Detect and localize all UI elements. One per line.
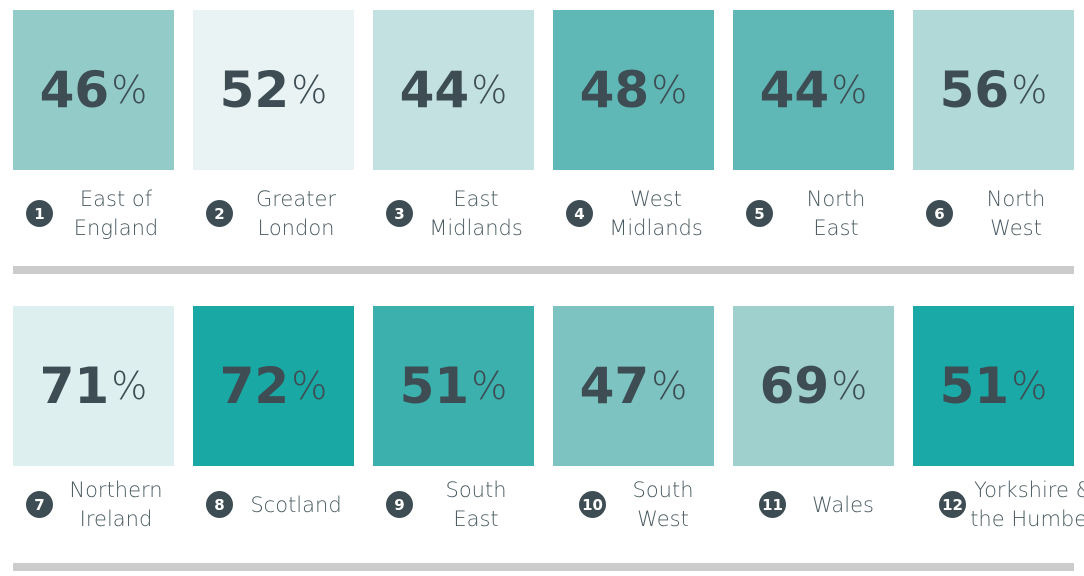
label-line: the Humber — [970, 507, 1084, 531]
percent-value: 51 — [939, 357, 1010, 415]
tile: 47% — [553, 306, 714, 466]
label-line: East of — [79, 187, 153, 211]
label-line: North — [806, 187, 866, 211]
tile: 69% — [733, 306, 894, 466]
percent-sign: % — [1011, 364, 1048, 408]
label-line: Northern — [69, 478, 163, 502]
percent-value: 56 — [939, 61, 1010, 119]
rank-badge: 4 — [566, 200, 593, 227]
region-label: East Midlands — [421, 185, 531, 243]
percent-value: 72 — [219, 357, 290, 415]
label-line: South — [445, 478, 507, 502]
percent-sign: % — [111, 364, 148, 408]
tile-row: 71% 7 Northern Ireland 72% 8 Scotland 51% 9 South… — [0, 306, 1084, 576]
region-label: West Midlands — [601, 185, 711, 243]
label-line: England — [73, 216, 159, 240]
tile: 51% — [913, 306, 1074, 466]
rank-badge: 11 — [759, 491, 786, 518]
rank-badge: 6 — [926, 200, 953, 227]
percent-value: 48 — [579, 61, 650, 119]
label-line: East — [453, 187, 499, 211]
tile: 71% — [13, 306, 174, 466]
rank-badge: 1 — [26, 200, 53, 227]
percent-value: 44 — [759, 61, 830, 119]
tile: 44% — [373, 10, 534, 170]
separator — [13, 266, 1074, 274]
label-line: Greater — [255, 187, 337, 211]
tile: 52% — [193, 10, 354, 170]
region-label: South West — [608, 476, 718, 534]
rank-badge: 8 — [206, 491, 233, 518]
percent-sign: % — [471, 364, 508, 408]
label-line: Wales — [812, 493, 874, 517]
percent-sign: % — [831, 364, 868, 408]
tile: 48% — [553, 10, 714, 170]
percent-sign: % — [291, 364, 328, 408]
label-line: Midlands — [429, 216, 523, 240]
label-line: Ireland — [79, 507, 153, 531]
tile: 44% — [733, 10, 894, 170]
label-line: East — [813, 216, 859, 240]
percent-sign: % — [111, 68, 148, 112]
percent-value: 44 — [399, 61, 470, 119]
label-line: Midlands — [609, 216, 703, 240]
percent-sign: % — [471, 68, 508, 112]
percent-value: 51 — [399, 357, 470, 415]
percent-value: 69 — [759, 357, 830, 415]
percent-value: 46 — [39, 61, 110, 119]
percent-value: 71 — [39, 357, 110, 415]
rank-badge: 5 — [746, 200, 773, 227]
rank-badge: 12 — [939, 491, 966, 518]
percent-value: 47 — [579, 357, 650, 415]
rank-badge: 3 — [386, 200, 413, 227]
tile: 72% — [193, 306, 354, 466]
tile-row: 46% 1 East of England 52% 2 Greater London 44% 3 E… — [0, 10, 1084, 280]
region-label: Northern Ireland — [61, 476, 171, 534]
separator — [13, 563, 1074, 571]
percent-sign: % — [291, 68, 328, 112]
label-line: Scotland — [250, 493, 342, 517]
region-label: North East — [781, 185, 891, 243]
label-line: West — [990, 216, 1042, 240]
percent-value: 52 — [219, 61, 290, 119]
region-label: Greater London — [241, 185, 351, 243]
region-label: North West — [961, 185, 1071, 243]
region-label: South East — [421, 476, 531, 534]
region-label: Wales — [788, 491, 898, 520]
rank-badge: 7 — [26, 491, 53, 518]
label-line: North — [986, 187, 1046, 211]
rank-badge: 10 — [579, 491, 606, 518]
label-line: West — [630, 187, 682, 211]
label-line: East — [453, 507, 499, 531]
label-line: West — [637, 507, 689, 531]
rank-badge: 2 — [206, 200, 233, 227]
tile: 56% — [913, 10, 1074, 170]
rank-badge: 9 — [386, 491, 413, 518]
region-label: Scotland — [241, 491, 351, 520]
percent-sign: % — [651, 68, 688, 112]
percent-sign: % — [1011, 68, 1048, 112]
region-label: Yorkshire & the Humber — [968, 476, 1084, 534]
label-line: Yorkshire & — [974, 478, 1084, 502]
percent-sign: % — [651, 364, 688, 408]
percent-sign: % — [831, 68, 868, 112]
label-line: South — [632, 478, 694, 502]
tile: 46% — [13, 10, 174, 170]
region-label: East of England — [61, 185, 171, 243]
tile: 51% — [373, 306, 534, 466]
label-line: London — [257, 216, 335, 240]
